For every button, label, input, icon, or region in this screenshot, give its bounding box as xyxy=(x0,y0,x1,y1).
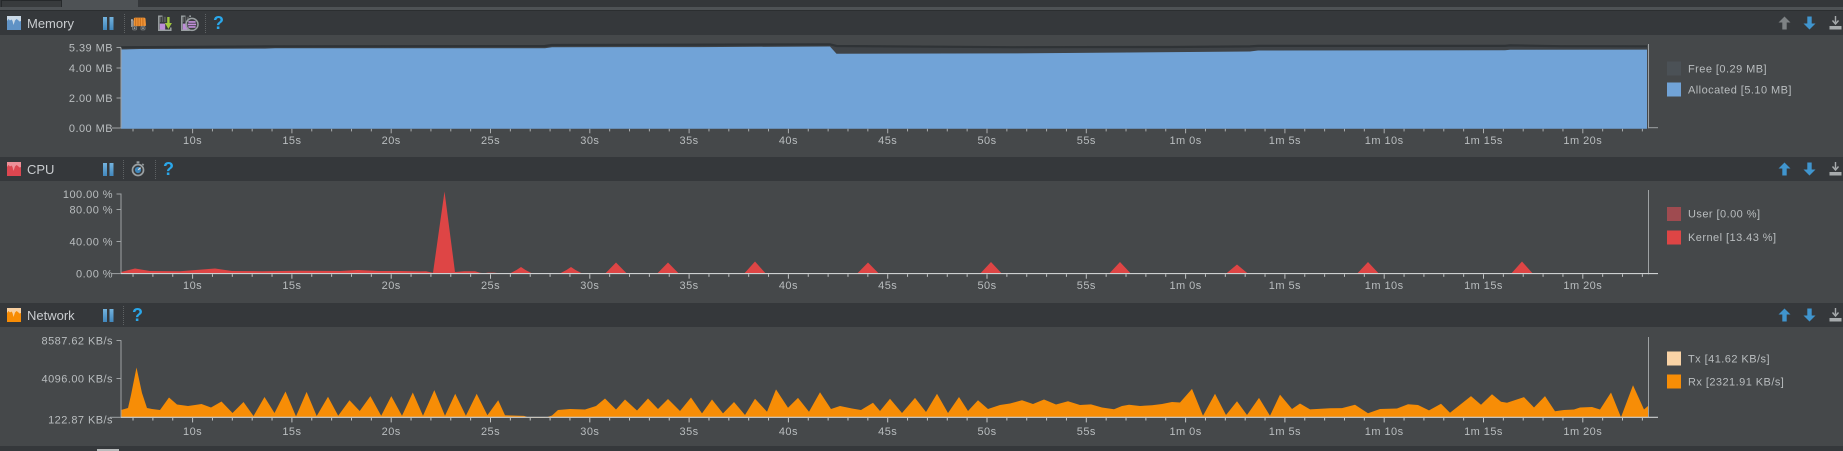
svg-text:45s: 45s xyxy=(878,426,897,438)
svg-text:15s: 15s xyxy=(282,426,301,438)
svg-text:30s: 30s xyxy=(580,135,599,147)
svg-text:Kernel [13.43 %]: Kernel [13.43 %] xyxy=(1688,232,1777,244)
svg-text:122.87 KB/s: 122.87 KB/s xyxy=(48,415,113,427)
svg-text:10s: 10s xyxy=(183,135,202,147)
svg-text:1m 5s: 1m 5s xyxy=(1269,135,1301,147)
svg-text:40.00 %: 40.00 % xyxy=(69,236,113,248)
svg-text:1m 20s: 1m 20s xyxy=(1563,426,1602,438)
svg-text:40s: 40s xyxy=(779,280,798,292)
svg-text:1m 5s: 1m 5s xyxy=(1269,426,1301,438)
svg-text:1m 5s: 1m 5s xyxy=(1269,280,1301,292)
svg-text:0.00 %: 0.00 % xyxy=(76,268,113,280)
svg-text:10s: 10s xyxy=(183,426,202,438)
svg-text:55s: 55s xyxy=(1077,135,1096,147)
svg-text:50s: 50s xyxy=(977,135,996,147)
svg-text:Tx [41.62 KB/s]: Tx [41.62 KB/s] xyxy=(1688,354,1770,366)
svg-text:35s: 35s xyxy=(680,135,699,147)
svg-text:1m 20s: 1m 20s xyxy=(1563,135,1602,147)
svg-text:35s: 35s xyxy=(680,426,699,438)
svg-text:4096.00 KB/s: 4096.00 KB/s xyxy=(42,373,113,385)
svg-text:Rx [2321.91 KB/s]: Rx [2321.91 KB/s] xyxy=(1688,377,1784,389)
svg-text:1m 10s: 1m 10s xyxy=(1365,280,1404,292)
svg-text:User [0.00 %]: User [0.00 %] xyxy=(1688,209,1761,221)
svg-text:15s: 15s xyxy=(282,280,301,292)
svg-text:55s: 55s xyxy=(1077,280,1096,292)
svg-text:50s: 50s xyxy=(977,280,996,292)
svg-text:40s: 40s xyxy=(779,135,798,147)
svg-text:5.39 MB: 5.39 MB xyxy=(69,42,113,54)
svg-text:25s: 25s xyxy=(481,280,500,292)
svg-text:1m 15s: 1m 15s xyxy=(1464,280,1503,292)
svg-text:20s: 20s xyxy=(382,426,401,438)
svg-text:55s: 55s xyxy=(1077,426,1096,438)
svg-text:10s: 10s xyxy=(183,280,202,292)
svg-text:8587.62 KB/s: 8587.62 KB/s xyxy=(42,335,113,347)
svg-text:0.00 MB: 0.00 MB xyxy=(69,123,113,135)
svg-text:45s: 45s xyxy=(878,280,897,292)
svg-text:1m 20s: 1m 20s xyxy=(1563,280,1602,292)
svg-text:25s: 25s xyxy=(481,426,500,438)
svg-text:1m 0s: 1m 0s xyxy=(1169,426,1201,438)
svg-text:15s: 15s xyxy=(282,135,301,147)
svg-text:1m 0s: 1m 0s xyxy=(1169,280,1201,292)
svg-text:20s: 20s xyxy=(382,135,401,147)
svg-text:1m 10s: 1m 10s xyxy=(1365,135,1404,147)
svg-text:50s: 50s xyxy=(977,426,996,438)
svg-text:35s: 35s xyxy=(680,280,699,292)
svg-text:100.00 %: 100.00 % xyxy=(63,189,113,201)
svg-text:4.00 MB: 4.00 MB xyxy=(69,63,113,75)
svg-text:30s: 30s xyxy=(580,426,599,438)
svg-text:Free [0.29 MB]: Free [0.29 MB] xyxy=(1688,64,1767,76)
svg-text:2.00 MB: 2.00 MB xyxy=(69,93,113,105)
svg-text:25s: 25s xyxy=(481,135,500,147)
svg-text:30s: 30s xyxy=(580,280,599,292)
svg-text:Allocated [5.10 MB]: Allocated [5.10 MB] xyxy=(1688,85,1792,97)
svg-text:1m 10s: 1m 10s xyxy=(1365,426,1404,438)
svg-text:1m 15s: 1m 15s xyxy=(1464,426,1503,438)
svg-text:40s: 40s xyxy=(779,426,798,438)
svg-text:1m 0s: 1m 0s xyxy=(1169,135,1201,147)
svg-text:1m 15s: 1m 15s xyxy=(1464,135,1503,147)
svg-text:80.00 %: 80.00 % xyxy=(69,204,113,216)
svg-text:45s: 45s xyxy=(878,135,897,147)
svg-text:20s: 20s xyxy=(382,280,401,292)
